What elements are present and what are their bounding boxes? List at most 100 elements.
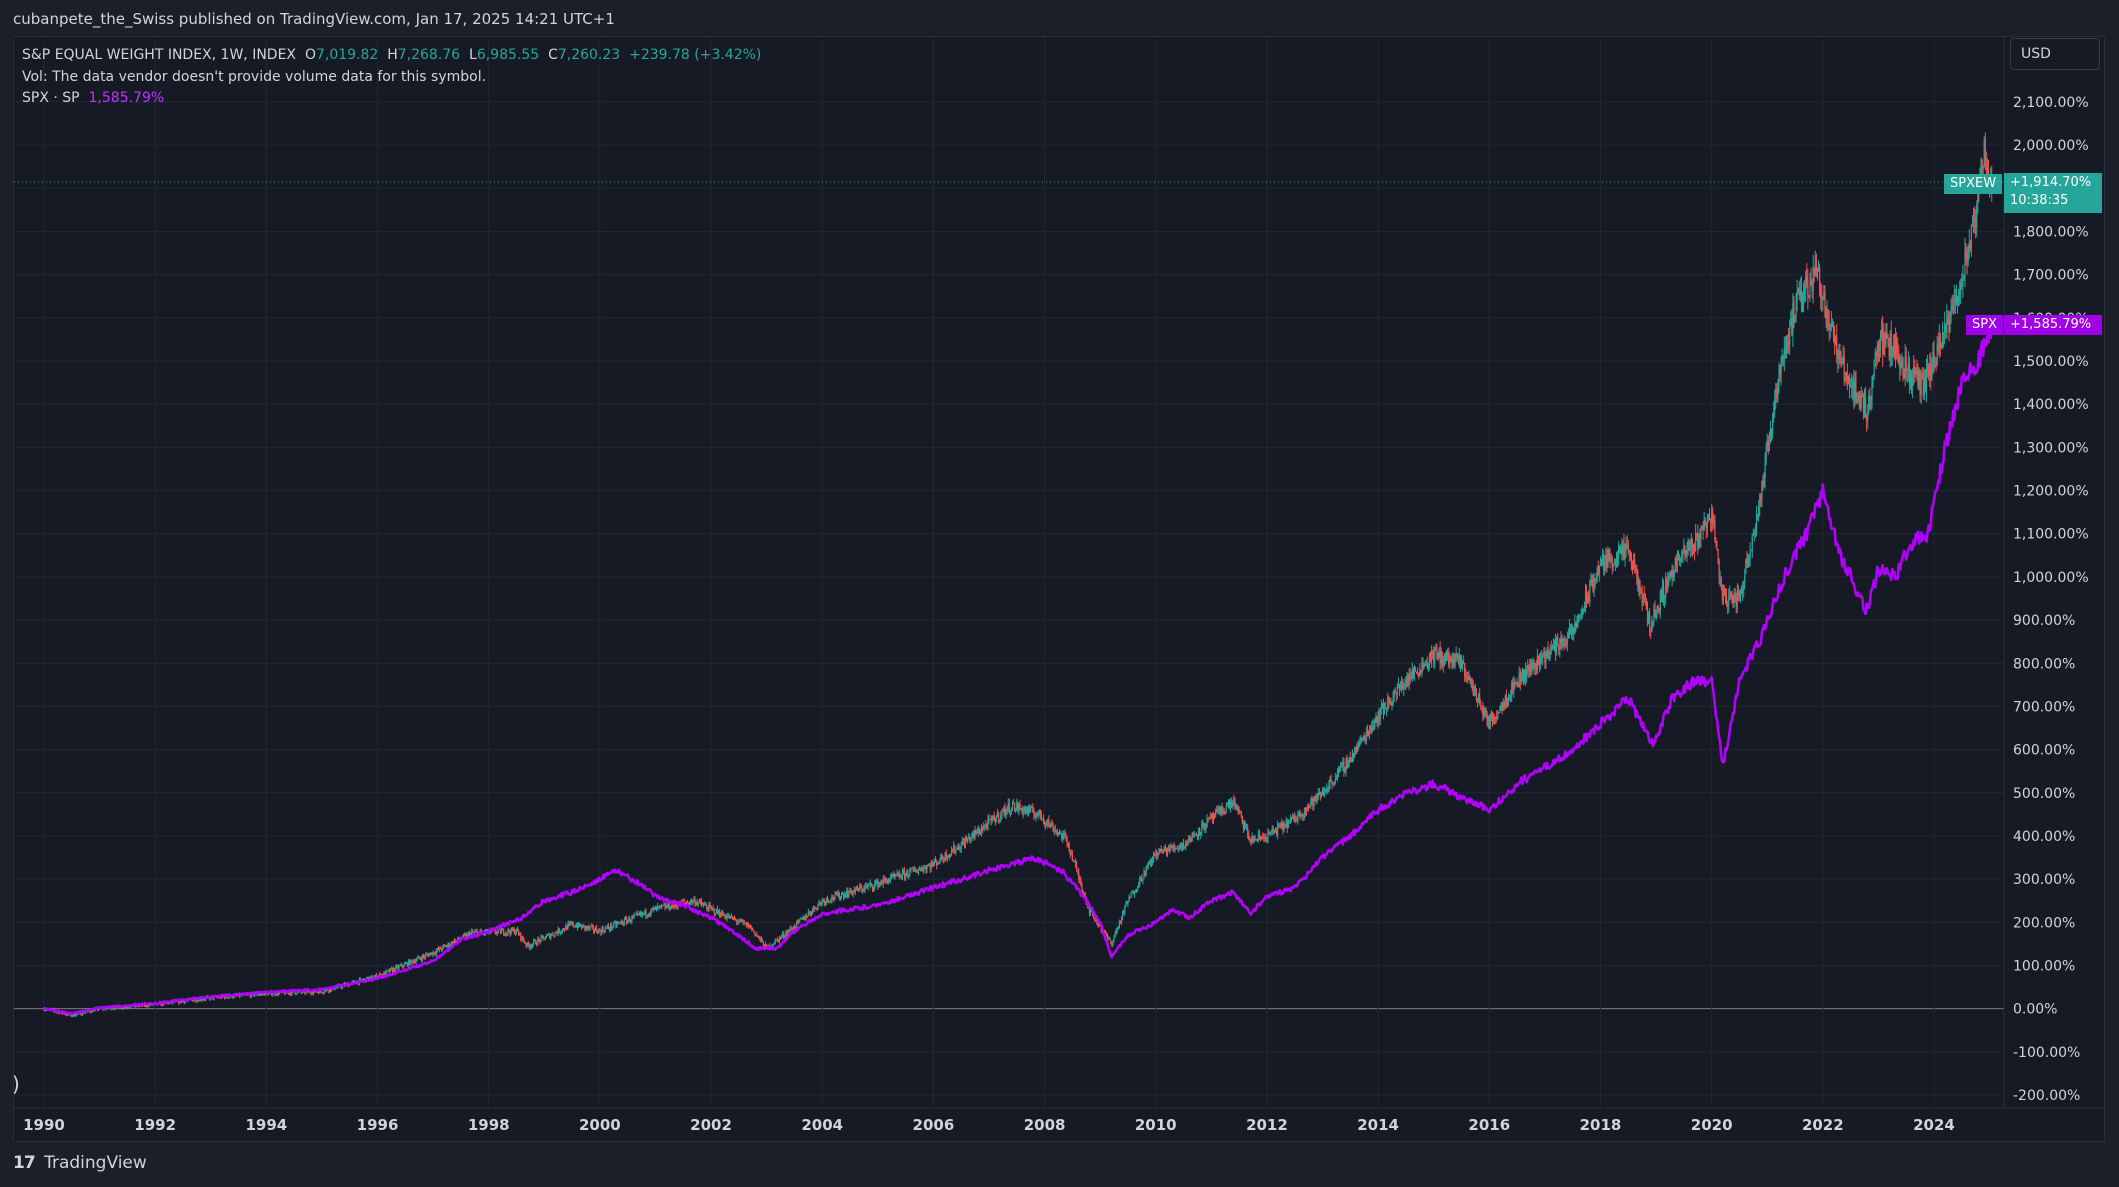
spxew-candle-body <box>422 955 425 957</box>
spxew-candle-body <box>1485 707 1487 715</box>
spxew-candle-body <box>1662 585 1665 600</box>
spxew-candle-body <box>1853 381 1855 401</box>
spxew-candle-body <box>1672 569 1674 577</box>
spxew-candle-body <box>442 945 444 950</box>
spxew-candle-body <box>318 992 320 994</box>
spxew-candle-body <box>1714 520 1716 541</box>
spxew-candle-body <box>1901 358 1903 360</box>
scroll-handle-icon[interactable]: ) <box>12 1072 20 1096</box>
spxew-candle-body <box>1377 711 1379 723</box>
spxew-candle-body <box>1436 648 1438 659</box>
spxew-candle-body <box>658 906 660 908</box>
spxew-candle-body <box>1619 545 1621 553</box>
spxew-candle-body <box>787 930 789 936</box>
spxew-candle-body <box>1249 838 1251 840</box>
spxew-candle-body <box>1256 840 1258 842</box>
spxew-candle-body <box>199 998 201 1002</box>
spxew-candle-body <box>1678 555 1681 562</box>
spxew-candle-body <box>919 868 922 870</box>
spxew-candle-body <box>1715 540 1717 543</box>
spxew-candle-body <box>753 930 755 932</box>
spxew-candle-body <box>198 999 200 1002</box>
spxew-candle-body <box>1722 590 1725 600</box>
spxew-countdown: 10:38:35 <box>2010 193 2069 208</box>
spxew-candle-body <box>710 906 712 909</box>
spxew-candle-body <box>701 904 704 906</box>
spxew-candle-body <box>1361 737 1363 740</box>
spxew-candle-body <box>586 926 588 929</box>
spxew-candle-body <box>1002 811 1004 813</box>
spxew-candle-body <box>1814 256 1816 275</box>
currency-selector[interactable]: USD <box>2010 38 2100 70</box>
spxew-candle-body <box>1005 809 1007 815</box>
spxew-candle-body <box>1147 862 1149 865</box>
spxew-candle-body <box>541 936 543 938</box>
spxew-candle-body <box>777 939 780 942</box>
spxew-candle-body <box>1770 428 1773 434</box>
spxew-candle-body <box>1406 678 1408 686</box>
spxew-candle-body <box>312 991 314 994</box>
spxew-candle-body <box>1093 915 1095 919</box>
spxew-candle-body <box>1625 543 1627 550</box>
spxew-candle-body <box>416 958 418 961</box>
spxew-candle-body <box>843 893 845 898</box>
spxew-candle-body <box>398 966 400 969</box>
spxew-candle-body <box>525 943 527 946</box>
spxew-candle-body <box>1313 796 1315 807</box>
spxew-candle-body <box>896 873 898 876</box>
spxew-candle-body <box>831 896 833 901</box>
spxew-candle-body <box>1151 859 1154 864</box>
spxew-candle-body <box>1128 896 1130 902</box>
legend-symbol[interactable]: S&P EQUAL WEIGHT INDEX, 1W, INDEX <box>22 47 297 63</box>
spxew-candle-body <box>1215 810 1217 818</box>
spxew-candle-body <box>428 954 430 957</box>
spxew-candle-body <box>1469 676 1471 682</box>
spxew-candle-body <box>1239 810 1241 813</box>
spxew-candle-body <box>1568 627 1571 634</box>
spxew-candle-body <box>725 917 727 919</box>
y-tick-label: 400.00% <box>2013 829 2075 845</box>
spxew-candle-body <box>1538 660 1541 666</box>
spxew-candle-body <box>1083 893 1085 896</box>
spxew-candle-body <box>261 993 263 995</box>
spxew-candle-body <box>1494 716 1496 720</box>
chart-frame[interactable] <box>13 36 2105 1142</box>
spxew-candle-body <box>1058 832 1061 834</box>
spxew-candle-body <box>542 936 544 938</box>
spxew-candle-body <box>642 913 644 915</box>
legend-compare-label[interactable]: SPX · SP <box>22 90 80 106</box>
spxew-candle-body <box>895 875 897 877</box>
spxew-candle-body <box>958 846 960 850</box>
spxew-candle-body <box>1727 605 1729 607</box>
spxew-candle-body <box>75 1013 77 1016</box>
spxew-candle-body <box>1122 911 1124 917</box>
spxew-candle-body <box>1328 784 1330 792</box>
spxew-candle-body <box>591 925 593 927</box>
spxew-candle-body <box>429 953 431 957</box>
spxew-candle-body <box>728 915 730 919</box>
spxew-candle-body <box>1200 832 1202 835</box>
spxew-candle-body <box>976 832 978 834</box>
spxew-candle-body <box>1916 370 1918 375</box>
spxew-candle-body <box>1895 340 1898 350</box>
spxew-candle-body <box>1637 577 1639 590</box>
spxew-candle-body <box>1699 533 1701 540</box>
spxew-candle-body <box>1046 823 1048 825</box>
spxew-candle-body <box>283 992 286 995</box>
spxew-candle-body <box>1389 701 1391 703</box>
spxew-candle-body <box>1664 597 1666 600</box>
spxew-candle-body <box>851 891 853 895</box>
spxew-candle-body <box>1899 361 1901 369</box>
y-tick-label: 0.00% <box>2013 1002 2057 1018</box>
spxew-candle-body <box>1649 613 1651 629</box>
spxew-candle-body <box>1607 551 1609 568</box>
x-tick-label: 2006 <box>913 1116 955 1134</box>
spxew-candle-body <box>1894 340 1897 356</box>
spxew-candle-body <box>565 925 567 930</box>
spxew-candle-body <box>1459 656 1462 666</box>
spxew-candle-body <box>73 1013 75 1017</box>
spxew-candle-body <box>1503 702 1505 707</box>
spxew-candle-body <box>466 933 468 938</box>
spxew-candle-body <box>1476 700 1479 702</box>
